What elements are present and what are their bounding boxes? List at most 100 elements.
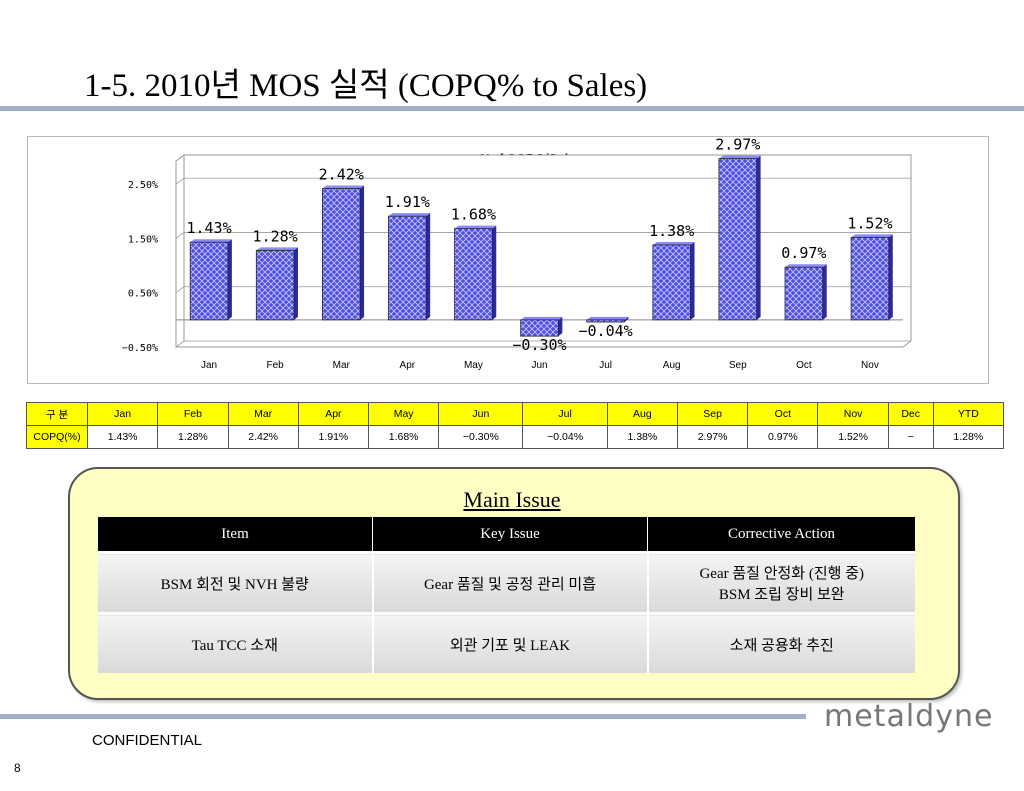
- bar-side: [293, 247, 298, 320]
- data-label: −0.30%: [512, 336, 566, 354]
- value-cell-jun: −0.30%: [438, 425, 524, 449]
- month-header-jul: Jul: [522, 402, 608, 426]
- y-tick-label: 1.50%: [128, 234, 158, 245]
- value-cell-feb: 1.28%: [157, 425, 229, 449]
- issue-key-issue: 외관 기포 및 LEAK: [372, 612, 649, 673]
- title-divider: [0, 106, 1024, 111]
- gridline-depth: [175, 340, 185, 348]
- month-header-sep: Sep: [676, 402, 749, 426]
- bar-top: [851, 234, 893, 238]
- bar-side: [888, 234, 893, 320]
- action-line: 소재 공용화 추진: [729, 637, 834, 654]
- bar-top: [388, 213, 431, 217]
- value-cell-jul: −0.04%: [522, 425, 608, 449]
- data-label: 1.38%: [649, 222, 694, 240]
- bar: [454, 228, 493, 321]
- y-tick-label: −0.50%: [122, 343, 158, 354]
- data-label: 2.42%: [319, 165, 364, 183]
- value-cell-apr: 1.91%: [297, 425, 370, 449]
- x-tick-label: Jun: [531, 360, 547, 371]
- copq-bar-chart: %of COPQ/Sales 2.50%1.50%0.50%−0.50%1.43…: [122, 137, 912, 371]
- x-tick-label: Apr: [400, 360, 416, 371]
- bar: [255, 249, 295, 321]
- bar: [652, 244, 691, 321]
- month-header-mar: Mar: [227, 402, 299, 426]
- value-cell-dec: −: [887, 425, 934, 449]
- bar-top: [190, 239, 232, 243]
- x-tick-label: Aug: [663, 360, 681, 371]
- y-tick-label: 0.50%: [128, 289, 158, 300]
- footer-divider: [0, 714, 806, 719]
- value-cell-ytd: 1.28%: [932, 425, 1005, 449]
- bar: [784, 266, 824, 321]
- bar: [718, 158, 758, 321]
- bar-side: [227, 239, 232, 320]
- issue-corrective-action: 소재 공용화 추진: [647, 612, 915, 673]
- month-header-oct: Oct: [747, 402, 819, 426]
- value-cell-mar: 2.42%: [227, 425, 299, 449]
- month-header-aug: Aug: [606, 402, 678, 426]
- value-cell-oct: 0.97%: [747, 425, 819, 449]
- data-label: −0.04%: [578, 322, 632, 340]
- bar: [189, 241, 229, 321]
- month-header-feb: Feb: [157, 402, 229, 426]
- bar: [520, 319, 559, 337]
- main-issue-title: Main Issue: [463, 487, 561, 512]
- bar-top: [520, 316, 563, 320]
- bar-side: [756, 155, 761, 320]
- issue-corrective-action: Gear 품질 안정화 (진행 중) BSM 조립 장비 보완: [647, 551, 915, 614]
- data-label: 1.52%: [847, 214, 892, 232]
- bar: [388, 215, 427, 321]
- copq-monthly-table: 구 분 Jan Feb Mar Apr May Jun Jul Aug Sep …: [26, 402, 1005, 449]
- bar-side: [822, 264, 827, 320]
- issue-header-row: Item Key Issue Corrective Action: [98, 517, 915, 553]
- value-cell-nov: 1.52%: [817, 425, 889, 449]
- header-key-issue: Key Issue: [372, 517, 648, 553]
- bar-side: [558, 316, 563, 337]
- bar-top: [454, 225, 497, 229]
- bar-top: [718, 155, 761, 159]
- value-cell-sep: 2.97%: [676, 425, 749, 449]
- month-header-may: May: [367, 402, 440, 426]
- gridline-depth: [175, 232, 185, 239]
- bar: [586, 319, 625, 323]
- bar-side: [360, 185, 365, 320]
- bar: [850, 236, 890, 321]
- data-label: 1.91%: [385, 193, 430, 211]
- header-corrective-action: Corrective Action: [647, 517, 915, 553]
- data-label: 0.97%: [781, 244, 826, 262]
- bar: [321, 188, 361, 321]
- data-label: 1.28%: [253, 227, 298, 245]
- data-label: 2.97%: [715, 137, 760, 154]
- bar-top: [256, 247, 298, 251]
- page-number: 8: [14, 761, 21, 775]
- month-header-jan: Jan: [86, 402, 159, 426]
- table-row: BSM 회전 및 NVH 불량 Gear 품질 및 공정 관리 미흡 Gear …: [98, 551, 915, 614]
- bar-side: [690, 241, 695, 320]
- x-tick-label: Jul: [599, 360, 612, 371]
- x-tick-label: May: [464, 360, 483, 371]
- table-row: COPQ(%) 1.43% 1.28% 2.42% 1.91% 1.68% −0…: [26, 425, 1005, 449]
- value-cell-may: 1.68%: [367, 425, 440, 449]
- y-tick-label: 2.50%: [128, 180, 158, 191]
- value-cell-jan: 1.43%: [86, 425, 159, 449]
- bar-side: [426, 213, 431, 320]
- value-row-label: COPQ(%): [26, 425, 88, 449]
- issue-item: BSM 회전 및 NVH 불량: [98, 551, 374, 614]
- month-header-nov: Nov: [817, 402, 889, 426]
- issue-key-issue: Gear 품질 및 공정 관리 미흡: [372, 551, 649, 614]
- confidential-label: CONFIDENTIAL: [92, 732, 203, 749]
- chart-frame: %of COPQ/Sales 2.50%1.50%0.50%−0.50%1.43…: [27, 136, 989, 384]
- data-label: 1.68%: [451, 206, 496, 224]
- gridline-depth: [175, 177, 185, 185]
- main-issue-table: Item Key Issue Corrective Action BSM 회전 …: [98, 517, 915, 673]
- x-tick-label: Mar: [333, 360, 351, 371]
- value-cell-aug: 1.38%: [606, 425, 678, 449]
- month-header-apr: Apr: [297, 402, 370, 426]
- x-tick-label: Jan: [201, 360, 217, 371]
- metaldyne-logo: metaldyne: [824, 699, 994, 734]
- x-tick-label: Feb: [267, 360, 285, 371]
- issue-item: Tau TCC 소재: [98, 612, 374, 673]
- bar-side: [492, 225, 497, 320]
- bar-top: [652, 241, 695, 245]
